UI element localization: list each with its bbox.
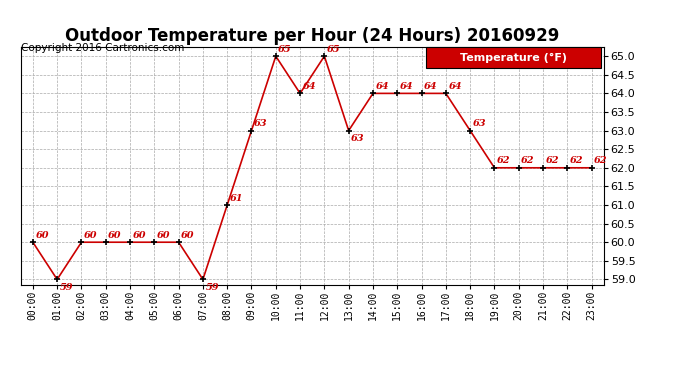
Text: 62: 62 <box>497 156 511 165</box>
Text: 64: 64 <box>302 82 316 91</box>
Text: 60: 60 <box>132 231 146 240</box>
Text: 60: 60 <box>84 231 97 240</box>
Text: 59: 59 <box>206 283 219 292</box>
Text: 63: 63 <box>473 119 486 128</box>
Text: 60: 60 <box>181 231 195 240</box>
Text: 62: 62 <box>594 156 607 165</box>
Bar <box>426 47 601 68</box>
Text: 63: 63 <box>254 119 268 128</box>
Text: 63: 63 <box>351 134 364 143</box>
Text: 60: 60 <box>108 231 121 240</box>
Text: Copyright 2016 Cartronics.com: Copyright 2016 Cartronics.com <box>21 43 184 53</box>
Text: 62: 62 <box>570 156 583 165</box>
Text: 59: 59 <box>59 283 73 292</box>
Text: 62: 62 <box>545 156 559 165</box>
Text: Temperature (°F): Temperature (°F) <box>460 53 567 63</box>
Text: 60: 60 <box>35 231 49 240</box>
Text: 62: 62 <box>521 156 535 165</box>
Text: 64: 64 <box>375 82 389 91</box>
Text: 64: 64 <box>448 82 462 91</box>
Text: 61: 61 <box>230 194 243 202</box>
Text: 65: 65 <box>327 45 340 54</box>
Title: Outdoor Temperature per Hour (24 Hours) 20160929: Outdoor Temperature per Hour (24 Hours) … <box>65 27 560 45</box>
Text: 60: 60 <box>157 231 170 240</box>
Text: 65: 65 <box>278 45 292 54</box>
Text: 64: 64 <box>424 82 437 91</box>
Text: 64: 64 <box>400 82 413 91</box>
